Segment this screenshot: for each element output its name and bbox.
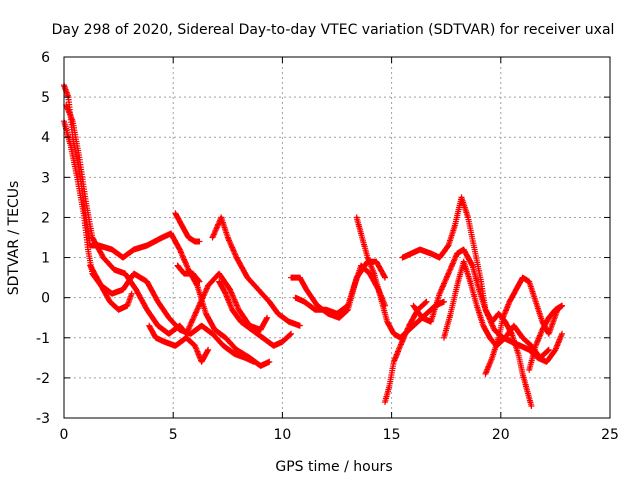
series-markers (292, 258, 388, 317)
series-trace-18 (526, 302, 565, 373)
series-markers (172, 210, 203, 245)
x-tick-label: 20 (492, 427, 510, 443)
y-tick-label: 5 (41, 90, 50, 106)
x-tick-label: 5 (169, 427, 178, 443)
series-markers (526, 302, 565, 373)
x-tick-label: 25 (601, 427, 619, 443)
series-trace-8 (209, 214, 303, 329)
chart-title: Day 298 of 2020, Sidereal Day-to-day VTE… (52, 22, 615, 38)
series-markers (146, 322, 212, 365)
series-markers (61, 82, 273, 369)
series-markers (216, 278, 295, 349)
x-tick-label: 15 (383, 427, 401, 443)
series-markers (410, 246, 565, 365)
y-tick-label: 0 (41, 291, 50, 307)
y-tick-label: 6 (41, 50, 50, 66)
series-markers (63, 102, 271, 337)
series-trace-4 (87, 262, 135, 313)
y-axis-ticks: -3 -2 -1 0 1 2 3 4 5 6 (36, 50, 610, 427)
series-trace-1 (61, 82, 273, 369)
series-markers (209, 214, 303, 329)
y-tick-label: -2 (36, 371, 50, 387)
x-tick-label: 10 (273, 427, 291, 443)
series-trace-14 (399, 194, 535, 409)
series-trace-6 (172, 210, 203, 245)
x-axis-label: GPS time / hours (275, 459, 392, 475)
series-trace-15 (410, 246, 565, 365)
y-tick-label: 1 (41, 251, 50, 267)
y-tick-label: 4 (41, 130, 50, 146)
series-markers (87, 262, 135, 313)
series-trace-9 (216, 278, 295, 349)
y-tick-label: -1 (36, 331, 50, 347)
series-trace-11 (292, 258, 388, 317)
plot-frame (63, 56, 611, 419)
y-axis-label: SDTVAR / TECUs (6, 181, 22, 296)
series-markers (399, 194, 535, 409)
series-markers (174, 262, 203, 285)
x-tick-label: 0 (60, 427, 69, 443)
data-points (61, 82, 565, 409)
series-trace-3 (63, 102, 271, 337)
y-tick-label: -3 (36, 411, 50, 427)
y-tick-label: 3 (41, 170, 50, 186)
y-tick-label: 2 (41, 210, 50, 226)
x-axis-ticks: 0 5 10 15 20 25 (60, 57, 619, 443)
series-trace-7 (174, 262, 203, 285)
series-trace-5 (146, 322, 212, 365)
